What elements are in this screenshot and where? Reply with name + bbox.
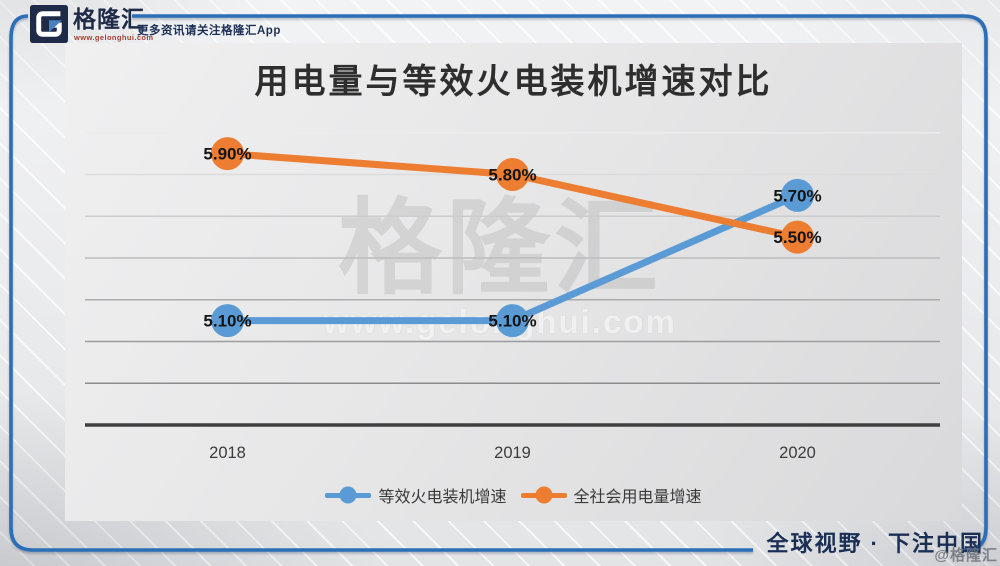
chart-title: 用电量与等效火电装机增速对比 xyxy=(254,63,773,101)
svg-text:5.90%: 5.90% xyxy=(203,145,251,164)
legend-line-dot-marker xyxy=(325,486,372,504)
legend-label: 等效火电装机增速 xyxy=(378,489,507,506)
logo-url-text: www.gelonghui.com xyxy=(74,33,154,42)
legend-item-electricity-consumption: 全社会用电量增速 xyxy=(520,483,702,507)
svg-text:5.70%: 5.70% xyxy=(773,186,821,205)
header-tagline: 更多资讯请关注格隆汇App xyxy=(137,25,281,37)
logo-brand-text: 格隆汇 xyxy=(73,6,145,32)
corner-watermark-badge: @格隆汇 xyxy=(934,547,998,564)
gelonghui-logo-icon xyxy=(30,5,68,43)
svg-text:5.80%: 5.80% xyxy=(488,166,536,185)
svg-text:2020: 2020 xyxy=(779,444,816,462)
chart-legend: 等效火电装机增速 全社会用电量增速 xyxy=(65,483,962,507)
svg-text:2019: 2019 xyxy=(494,444,531,462)
svg-text:2018: 2018 xyxy=(209,444,246,462)
svg-text:5.50%: 5.50% xyxy=(773,228,821,247)
footer-slogan: 全球视野 · 下注中国 xyxy=(766,531,984,556)
svg-text:5.10%: 5.10% xyxy=(488,312,536,331)
chart-panel xyxy=(65,43,962,521)
svg-text:5.10%: 5.10% xyxy=(203,312,251,331)
legend-label: 全社会用电量增速 xyxy=(573,489,702,506)
legend-item-thermal-capacity: 等效火电装机增速 xyxy=(325,483,507,507)
legend-line-dot-marker xyxy=(520,486,567,504)
